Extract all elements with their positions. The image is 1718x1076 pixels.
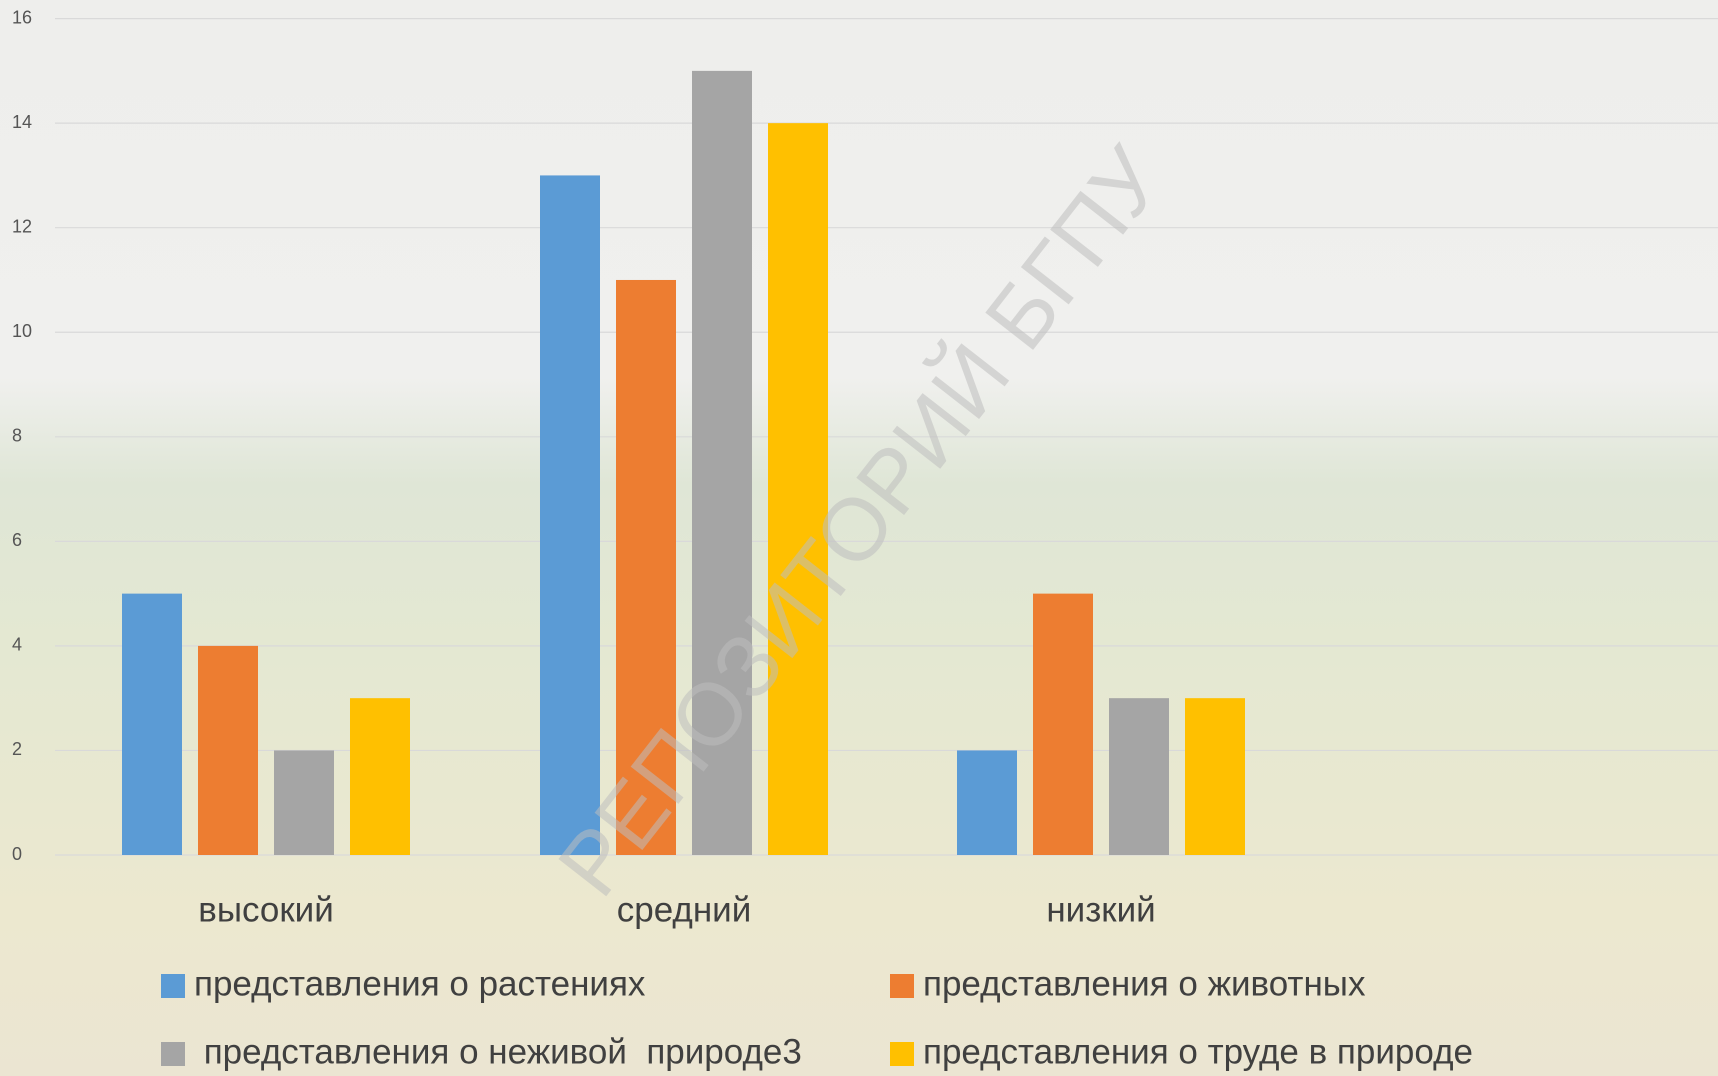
legend-label: представления о животных <box>923 964 1366 1003</box>
bar <box>122 593 182 855</box>
bar <box>768 123 828 855</box>
y-tick-label: 4 <box>12 635 22 655</box>
bar <box>957 750 1017 855</box>
x-tick-label: низкий <box>1046 890 1155 929</box>
y-tick-label: 16 <box>12 7 32 27</box>
legend-swatch <box>161 1042 185 1066</box>
bar <box>198 645 258 855</box>
bar <box>1033 593 1093 855</box>
bar <box>1185 698 1245 855</box>
legend-label: представления о растениях <box>194 964 646 1003</box>
legend-swatch <box>890 974 914 998</box>
y-tick-label: 10 <box>12 321 32 341</box>
y-tick-label: 0 <box>12 844 22 864</box>
y-tick-label: 14 <box>12 112 32 132</box>
y-tick-label: 6 <box>12 530 22 550</box>
legend-label: представления о труде в природе <box>923 1032 1473 1071</box>
bar <box>616 279 676 856</box>
x-tick-label: средний <box>617 890 752 929</box>
bar <box>692 70 752 855</box>
legend-label: представления о неживой природе3 <box>194 1032 802 1071</box>
y-tick-label: 2 <box>12 739 22 759</box>
y-tick-label: 8 <box>12 426 22 446</box>
bar <box>274 750 334 855</box>
bar <box>540 175 600 856</box>
legend-swatch <box>890 1042 914 1066</box>
bar <box>350 698 410 855</box>
bar <box>1109 698 1169 855</box>
y-tick-label: 12 <box>12 216 32 236</box>
legend-swatch <box>161 974 185 998</box>
x-tick-label: высокий <box>198 890 334 929</box>
